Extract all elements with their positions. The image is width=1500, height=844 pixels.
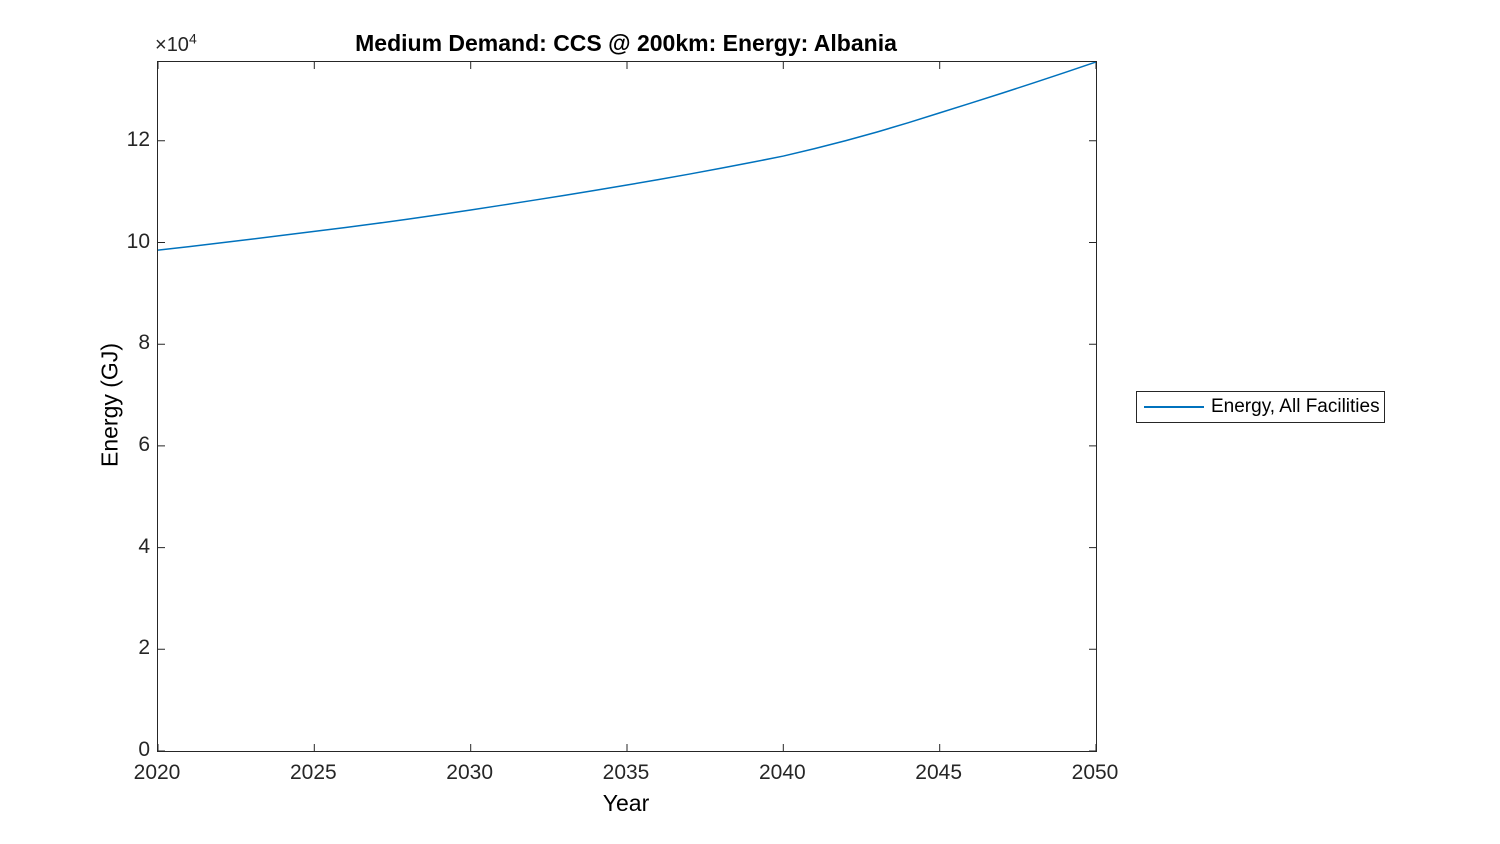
chart-title: Medium Demand: CCS @ 200km: Energy: Alba… (355, 30, 897, 56)
x-tick-label: 2050 (1071, 761, 1119, 784)
y-tick-label: 8 (138, 331, 150, 355)
x-tick-label: 2035 (602, 761, 650, 784)
y-tick-label: 10 (126, 229, 150, 253)
x-axis-label: Year (602, 790, 650, 816)
y-tick-label: 6 (138, 432, 150, 456)
y-tick-label: 2 (138, 636, 150, 660)
legend-label: Energy, All Facilities (1211, 396, 1380, 417)
plot-area (157, 61, 1097, 752)
x-tick-label: 2020 (133, 761, 181, 784)
y-tick-label: 0 (138, 738, 150, 761)
legend-line-swatch (1144, 406, 1204, 408)
y-tick-label: 12 (126, 127, 150, 151)
axis-tick-marks (158, 62, 1096, 751)
multiplier-times-sign: × (155, 34, 167, 56)
x-tick-label: 2025 (289, 761, 337, 784)
series-line (158, 62, 1096, 251)
x-tick-label: 2030 (446, 761, 494, 784)
plot-canvas (158, 62, 1096, 751)
multiplier-exponent: 4 (188, 30, 197, 47)
y-axis-multiplier: ×104 (155, 31, 197, 57)
x-tick-label: 2045 (915, 761, 963, 784)
x-tick-label: 2040 (758, 761, 806, 784)
multiplier-base: 10 (166, 34, 189, 56)
y-tick-label: 4 (138, 534, 150, 558)
legend: Energy, All Facilities (1136, 391, 1385, 423)
